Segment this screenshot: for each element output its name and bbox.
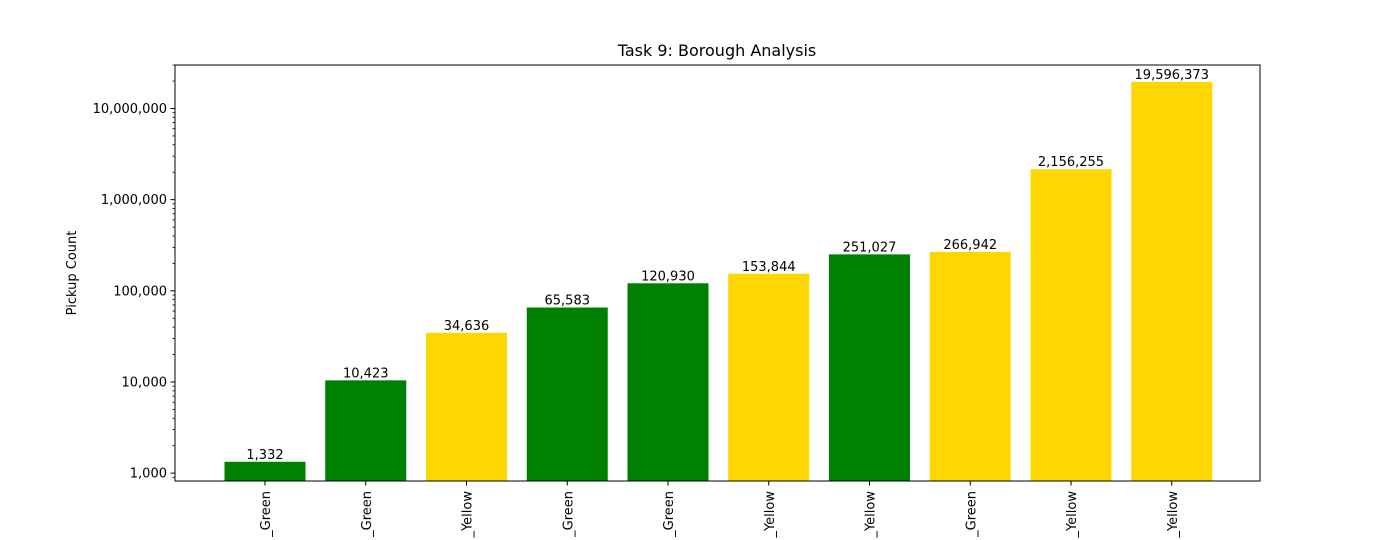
data-label: 19,596,373 [1135,68,1209,83]
bar [929,251,1011,481]
y-axis-major-ticks: 1,000 10,000 100,000 1,000,000 10,000,000 [93,102,175,482]
bar [1131,81,1213,482]
bar [426,332,507,481]
y-tick-label: 1,000 [130,467,167,482]
x-tick-label: _Yellow [1166,491,1181,539]
bar [526,307,608,481]
data-label: 34,636 [444,319,490,334]
bars: 1,332 10,423 34,636 65,583 120,930 153,844 251… [224,68,1213,482]
data-label: 251,027 [843,240,897,255]
x-axis-ticks: _Green _Green _Yellow _Green _Green _Yellow _Y… [259,481,1181,539]
data-label: 153,844 [742,260,796,275]
bar [224,461,306,481]
bar [829,254,910,481]
y-tick-label: 100,000 [113,284,167,299]
y-tick-label: 1,000,000 [101,193,167,208]
plot-frame [174,64,1261,482]
bar [728,273,810,481]
data-label: 120,930 [641,269,695,284]
x-tick-label: _Green [964,491,979,538]
chart-title: Task 9: Borough Analysis [617,41,817,60]
bar [1030,169,1112,481]
data-label: 10,423 [343,366,389,381]
y-tick-label: 10,000,000 [93,102,167,117]
x-tick-label: _Green [259,491,274,538]
data-label: 65,583 [545,294,591,309]
x-tick-label: _Green [662,491,677,538]
bar [325,380,407,481]
bar [627,283,709,481]
x-tick-label: _Green [561,491,576,538]
data-label: 266,942 [943,238,997,253]
x-tick-label: _Yellow [461,491,476,539]
y-axis-title: Pickup Count [65,231,80,316]
x-tick-label: _Green [360,491,375,538]
y-tick-label: 10,000 [122,375,168,390]
data-label: 1,332 [246,448,283,463]
data-label: 2,156,255 [1038,155,1104,170]
x-tick-label: _Yellow [1065,491,1080,539]
x-tick-label: _Yellow [763,491,778,539]
x-tick-label: _Yellow [864,491,879,539]
